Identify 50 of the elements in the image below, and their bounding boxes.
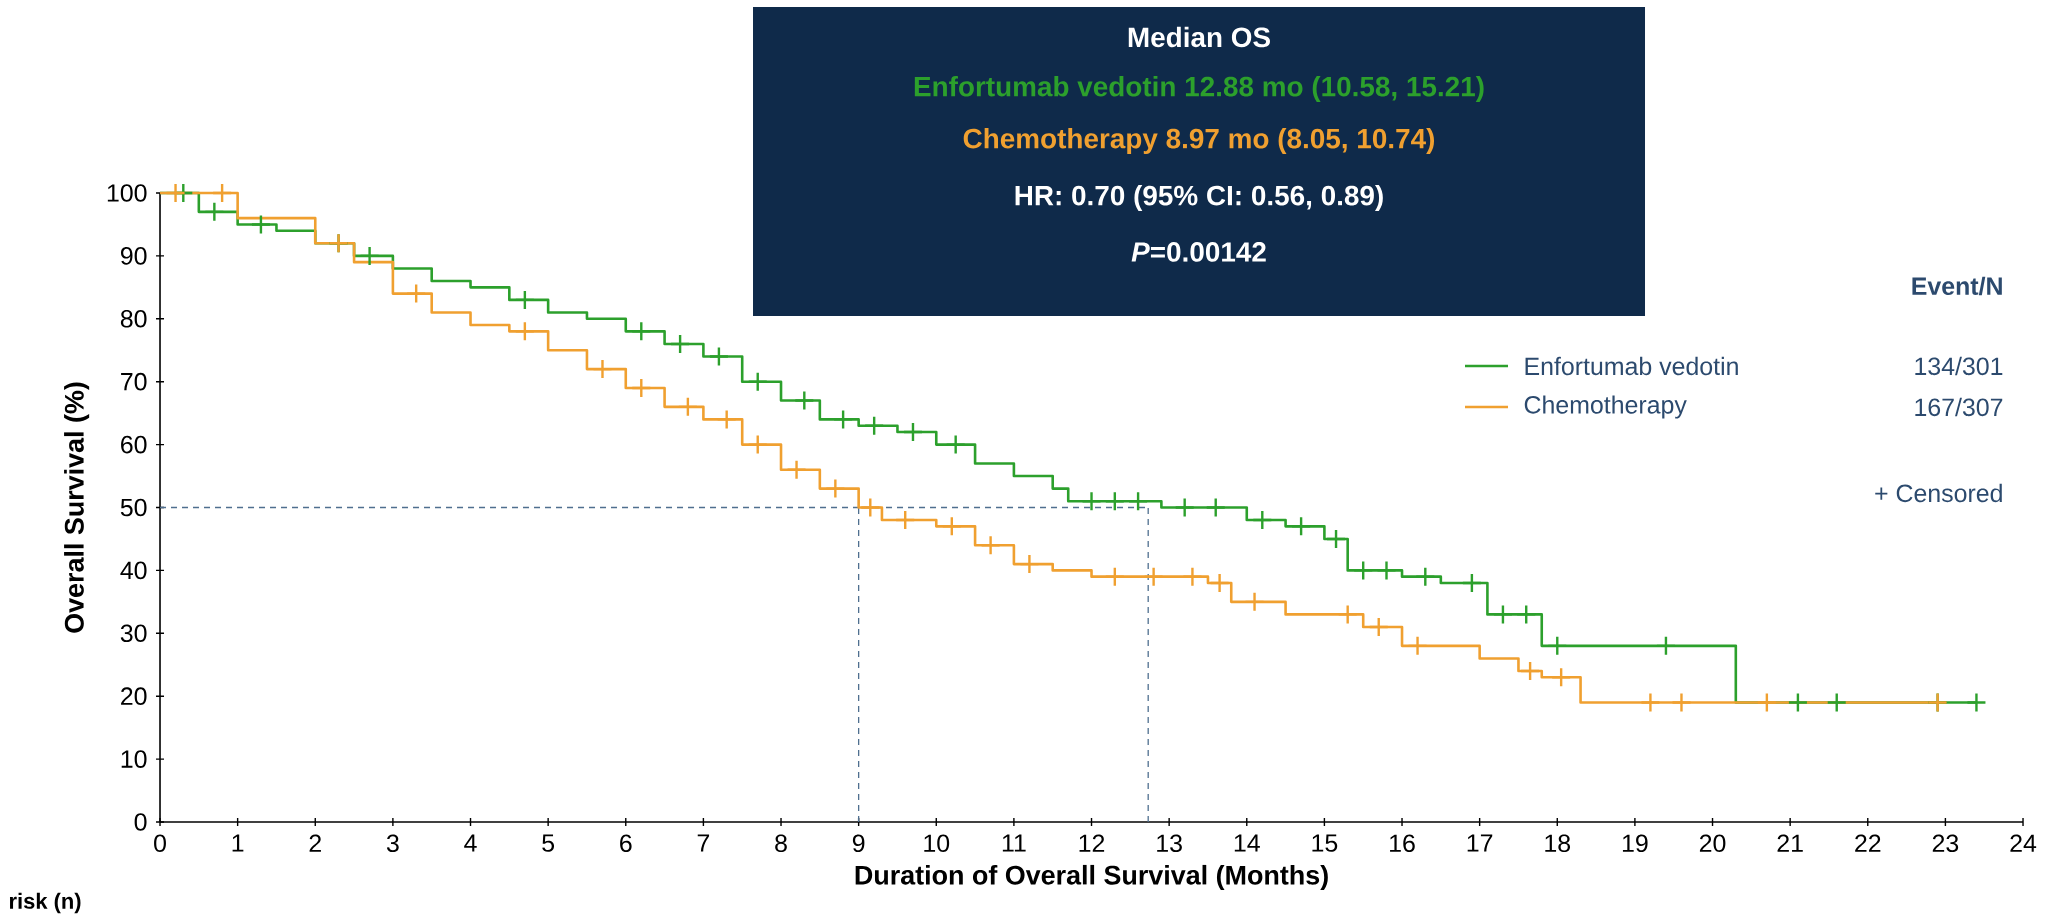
x-tick-label: 2: [309, 834, 321, 852]
x-tick-label: 5: [542, 834, 555, 852]
x-tick-label: 15: [1312, 834, 1338, 852]
x-tick-label: 21: [1777, 834, 1803, 852]
x-tick-label: 13: [1157, 834, 1182, 853]
x-tick-label: 20: [1699, 834, 1726, 853]
y-axis-title: Overall Survival (%): [64, 382, 90, 633]
y-tick-label: 20: [121, 687, 147, 706]
annotation: 134/301: [1915, 356, 2003, 376]
x-tick-label: 7: [697, 834, 710, 852]
text: Chemotherapy 8.97 mo (8.05, 10.74): [963, 128, 1435, 154]
y-tick-label: 70: [121, 372, 147, 391]
x-tick-label: 16: [1390, 834, 1415, 853]
x-tick-label: 6: [620, 834, 632, 853]
x-tick-label: 3: [386, 834, 399, 853]
y-tick-label: 50: [120, 498, 147, 517]
x-tick-label: 12: [1079, 834, 1105, 852]
text: risk (n): [9, 892, 81, 914]
x-tick-label: 4: [464, 834, 477, 852]
annotation: + Censored: [1875, 483, 2002, 503]
legend-label: Enfortumab vedotin: [1525, 356, 1738, 376]
x-tick-label: 22: [1855, 834, 1881, 852]
y-tick-label: 10: [121, 750, 147, 768]
x-tick-label: 9: [852, 834, 865, 853]
x-tick-label: 10: [924, 834, 950, 853]
text: Median OS: [1128, 26, 1270, 48]
y-tick-label: 0: [134, 813, 147, 831]
x-tick-label: 0: [154, 834, 166, 853]
y-tick-label: 100: [107, 184, 147, 202]
legend-title: Event/N: [1912, 276, 2002, 296]
y-tick-label: 80: [120, 309, 147, 328]
text: Enfortumab vedotin 12.88 mo (10.58, 15.21): [914, 76, 1484, 102]
y-tick-label: 60: [121, 435, 147, 454]
x-tick-label: 8: [775, 834, 787, 853]
x-axis-title: Duration of Overall Survival (Months): [855, 864, 1328, 890]
y-tick-label: 40: [120, 561, 147, 580]
x-tick-label: 18: [1545, 834, 1571, 853]
annotation: P=0.00142: [1131, 242, 1266, 262]
x-tick-label: 17: [1467, 834, 1493, 852]
x-tick-label: 1: [232, 834, 244, 852]
x-tick-label: 11: [1002, 834, 1026, 852]
x-tick-label: 14: [1234, 834, 1260, 852]
x-tick-label: 23: [1932, 834, 1959, 853]
annotation: 167/307: [1915, 397, 2003, 417]
x-tick-label: 19: [1622, 834, 1648, 853]
y-tick-label: 90: [120, 247, 147, 265]
annotation: HR: 0.70 (95% CI: 0.56, 0.89): [1015, 185, 1383, 211]
legend-label: Chemotherapy: [1524, 395, 1687, 419]
x-tick-label: 24: [2010, 834, 2037, 852]
y-tick-label: 30: [120, 624, 147, 643]
